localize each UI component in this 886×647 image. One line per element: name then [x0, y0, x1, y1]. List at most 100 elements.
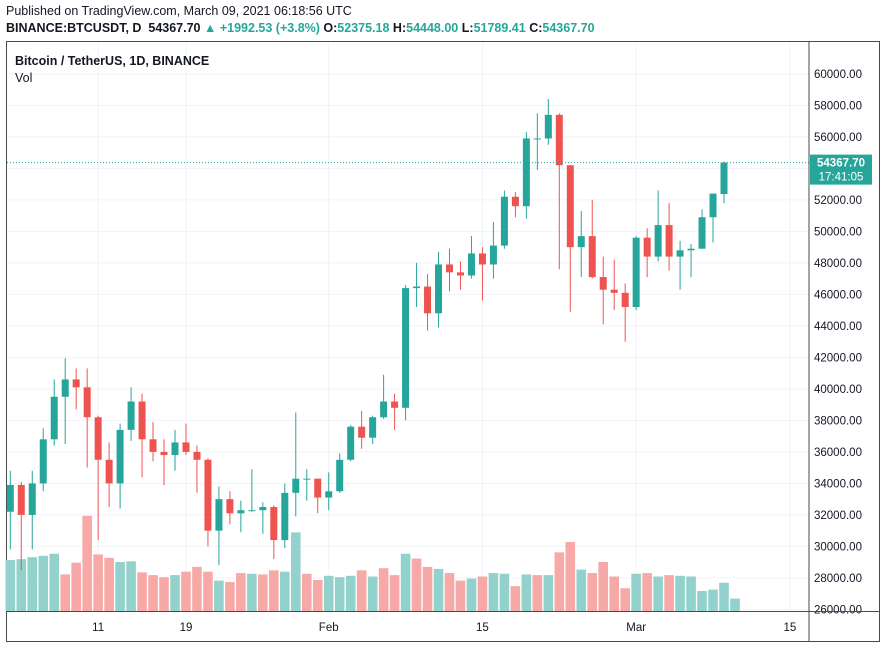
- candle-body: [446, 264, 453, 273]
- volume-bar: [521, 574, 532, 611]
- price-tick-label: 48000.00: [814, 258, 862, 270]
- candle-body: [281, 492, 289, 541]
- candle-body: [347, 426, 355, 460]
- candle-body: [643, 237, 651, 257]
- candle-body: [325, 491, 333, 498]
- time-tick-label: Mar: [626, 622, 646, 634]
- candle-body: [28, 483, 36, 515]
- candle-body: [654, 225, 662, 257]
- price-tick-label: 42000.00: [814, 352, 862, 364]
- candle-body: [127, 401, 135, 430]
- candle-body: [237, 510, 245, 514]
- time-tick-label: 11: [92, 622, 104, 634]
- volume-bar: [565, 542, 576, 611]
- volume-bar: [510, 586, 521, 611]
- change-value: ▲ +1992.53 (+3.8%): [204, 21, 320, 35]
- candle-body: [456, 272, 464, 276]
- volume-bar: [653, 576, 663, 611]
- price-tick-label: 50000.00: [814, 226, 862, 238]
- symbol-quote-line: BINANCE:BTCUSDT, D 54367.70 ▲ +1992.53 (…: [6, 21, 595, 35]
- candle-body: [544, 114, 552, 139]
- candle-body: [215, 499, 223, 531]
- price-tick-label: 60000.00: [814, 69, 862, 81]
- candle-body: [193, 451, 201, 460]
- price-tick-label: 40000.00: [814, 384, 862, 396]
- volume-bar: [455, 580, 466, 611]
- volume-bar: [576, 569, 587, 611]
- time-tick-label: 19: [180, 622, 193, 634]
- candle-body: [336, 459, 344, 492]
- time-tick-label: 15: [476, 622, 489, 634]
- candle-body: [105, 459, 113, 484]
- high-label: H:: [392, 21, 407, 35]
- volume-bar: [115, 562, 125, 611]
- candle-body: [50, 396, 58, 440]
- chart-frame[interactable]: [6, 41, 880, 642]
- candle-body: [204, 459, 212, 531]
- volume-bar: [301, 573, 312, 611]
- volume-bar: [148, 575, 158, 611]
- volume-bar: [444, 573, 455, 611]
- candle-body: [413, 286, 421, 289]
- candle-body: [72, 379, 80, 388]
- candle-body: [467, 253, 475, 276]
- candle-body: [522, 138, 530, 207]
- last-price-value: 54367.70: [148, 21, 201, 35]
- candle-body: [94, 417, 102, 460]
- candle-body: [533, 138, 541, 140]
- volume-bar: [258, 574, 268, 611]
- volume-bar: [499, 573, 510, 611]
- volume-bar: [181, 571, 191, 611]
- volume-bar: [356, 570, 367, 611]
- volume-bar: [170, 575, 180, 611]
- volume-bar: [675, 575, 685, 611]
- price-tick-label: 52000.00: [814, 195, 862, 207]
- volume-bar: [411, 558, 422, 611]
- volume-bar: [5, 559, 16, 611]
- volume-bar: [389, 575, 400, 611]
- time-tick-label: Feb: [319, 622, 339, 634]
- candle-body: [314, 478, 322, 498]
- price-axis[interactable]: 60000.0058000.0056000.0054000.0052000.00…: [808, 42, 872, 641]
- candle-body: [698, 217, 706, 249]
- volume-bar: [686, 576, 696, 611]
- price-tick-label: 38000.00: [814, 415, 862, 427]
- volume-bar: [466, 578, 477, 611]
- volume-bar: [708, 589, 718, 611]
- candle-body: [270, 507, 278, 541]
- volume-bar: [247, 573, 257, 611]
- candle-body: [149, 439, 157, 452]
- price-tick-label: 56000.00: [814, 132, 862, 144]
- open-value: 52375.18: [337, 21, 390, 35]
- candle-body: [599, 277, 607, 290]
- candle-body: [182, 442, 190, 452]
- time-tick-label: 15: [783, 622, 796, 634]
- candle-body: [160, 451, 168, 456]
- time-axis[interactable]: 11 19 Feb 15 Mar 15: [7, 611, 879, 635]
- volume-bar: [488, 573, 499, 611]
- volume-bar: [60, 574, 70, 611]
- candle-body: [39, 439, 47, 484]
- candle-body: [676, 250, 684, 257]
- candle-body: [116, 429, 124, 484]
- candle-body: [709, 193, 717, 218]
- volume-bar: [93, 554, 103, 611]
- volume-bar: [532, 575, 543, 611]
- volume-bar: [104, 557, 114, 611]
- candle-body: [171, 442, 179, 456]
- volume-bar: [214, 580, 224, 611]
- volume-label: Vol: [15, 71, 32, 85]
- candle-body: [500, 196, 508, 246]
- candle-body: [632, 237, 640, 307]
- volume-bar: [719, 582, 729, 611]
- candle-body: [478, 253, 486, 265]
- candle-body: [391, 401, 399, 408]
- close-label: C:: [529, 21, 543, 35]
- volume-bar: [345, 575, 356, 611]
- volume-bar: [192, 566, 202, 611]
- volume-bar: [82, 515, 92, 611]
- candle-body: [424, 286, 432, 314]
- volume-bar: [730, 598, 740, 611]
- volume-bar: [620, 588, 630, 611]
